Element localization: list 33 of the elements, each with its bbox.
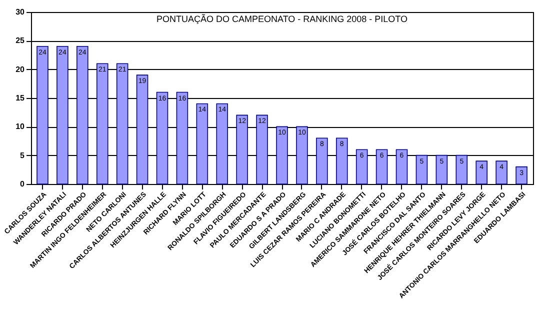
bar [36, 46, 48, 184]
bar [76, 46, 88, 184]
bar [416, 154, 428, 184]
bar [96, 63, 108, 184]
bar [436, 154, 448, 184]
bar [216, 103, 228, 184]
y-tick-label: 30 [16, 8, 26, 16]
bar [276, 126, 288, 184]
bar [156, 92, 168, 184]
chart-title: PONTUAÇÃO DO CAMPEONATO - RANKING 2008 - PILOTO [156, 14, 408, 24]
y-tick-label: 0 [20, 180, 26, 188]
bar [456, 154, 468, 184]
y-tick-label: 20 [16, 64, 26, 74]
bar [376, 149, 388, 184]
bar [356, 149, 368, 184]
bar [476, 160, 488, 184]
bar [116, 63, 128, 184]
bar [496, 160, 508, 184]
bar [516, 166, 528, 184]
bar [176, 92, 188, 184]
bar [136, 74, 148, 184]
bar [236, 114, 248, 184]
y-tick-label: 10 [16, 122, 26, 132]
bar [296, 126, 308, 184]
bar [56, 46, 68, 184]
y-tick-label: 5 [20, 150, 26, 160]
bar [196, 103, 208, 184]
y-tick-label: 15 [16, 94, 26, 102]
bar [396, 149, 408, 184]
bar [336, 138, 348, 184]
y-tick-label: 25 [16, 36, 26, 46]
bar [256, 114, 268, 184]
bar [316, 138, 328, 184]
